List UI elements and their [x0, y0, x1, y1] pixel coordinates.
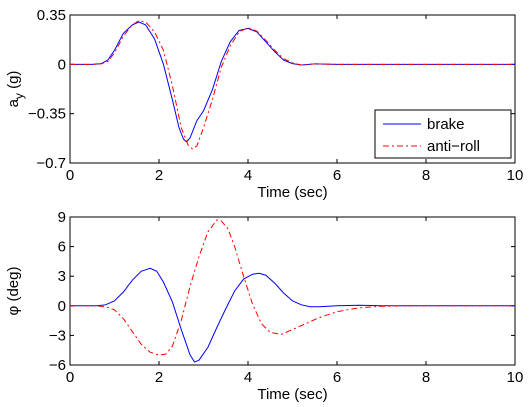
y-tick-label: 0: [58, 298, 66, 315]
y-tick-label: 9: [58, 209, 66, 226]
y-axis-label-unit: (g): [5, 71, 22, 94]
legend-label: brake: [427, 116, 465, 133]
y-tick-label: 0.35: [37, 7, 66, 24]
axes-box: [69, 216, 516, 366]
y-tick-label: −6: [49, 357, 66, 374]
axes-box: [69, 14, 516, 164]
x-tick-label: 8: [422, 167, 430, 184]
y-tick-label: 3: [58, 268, 66, 285]
x-tick-label: 4: [244, 369, 252, 386]
y-tick-label: −0.7: [36, 155, 66, 172]
x-tick-label: 4: [244, 167, 252, 184]
x-tick-label: 10: [507, 369, 524, 386]
x-axis-label: Time (sec): [257, 184, 327, 201]
x-axis-label: Time (sec): [257, 386, 327, 403]
series-line-anti-roll: [70, 219, 515, 356]
x-tick-label: 0: [66, 167, 74, 184]
y-tick-label: 0: [58, 56, 66, 73]
series-line-anti-roll: [70, 20, 515, 150]
y-axis-label-symbol: a: [5, 98, 22, 107]
y-tick-label: −0.35: [28, 106, 66, 123]
y-tick-label: −3: [49, 327, 66, 344]
legend: brake anti−roll: [374, 109, 512, 159]
x-tick-label: 10: [507, 167, 524, 184]
y-axis-label-subscript: y: [12, 93, 26, 99]
series-line-brake: [70, 267, 515, 363]
y-axis-label: φ (deg): [5, 267, 22, 316]
legend-box: [374, 109, 512, 159]
y-axis-label-symbol: φ: [5, 305, 22, 315]
series-group: [70, 20, 515, 150]
chart-2: 0 2 4 6 8 10 −6 −3 0 3 6 9 Time (sec) φ (deg): [5, 209, 523, 403]
x-tick-label: 8: [422, 369, 430, 386]
x-tick-label: 2: [155, 167, 163, 184]
x-tick-label: 6: [333, 167, 341, 184]
x-tick-label: 0: [66, 369, 74, 386]
chart-1: 0 2 4 6 8 10 −0.7 −0.35 0 0.35 Time (sec) ay (g) bra…: [5, 7, 523, 201]
x-tick-label: 6: [333, 369, 341, 386]
y-axis-label: ay (g): [5, 71, 26, 108]
x-tick-label: 2: [155, 369, 163, 386]
y-tick-label: 6: [58, 239, 66, 256]
series-group: [70, 219, 515, 363]
legend-label: anti−roll: [427, 138, 480, 155]
y-axis-label-unit: (deg): [5, 267, 22, 306]
